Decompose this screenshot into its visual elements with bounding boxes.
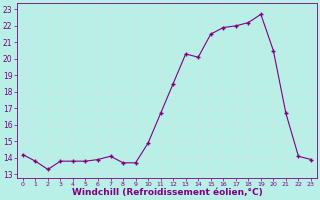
X-axis label: Windchill (Refroidissement éolien,°C): Windchill (Refroidissement éolien,°C)	[72, 188, 262, 197]
